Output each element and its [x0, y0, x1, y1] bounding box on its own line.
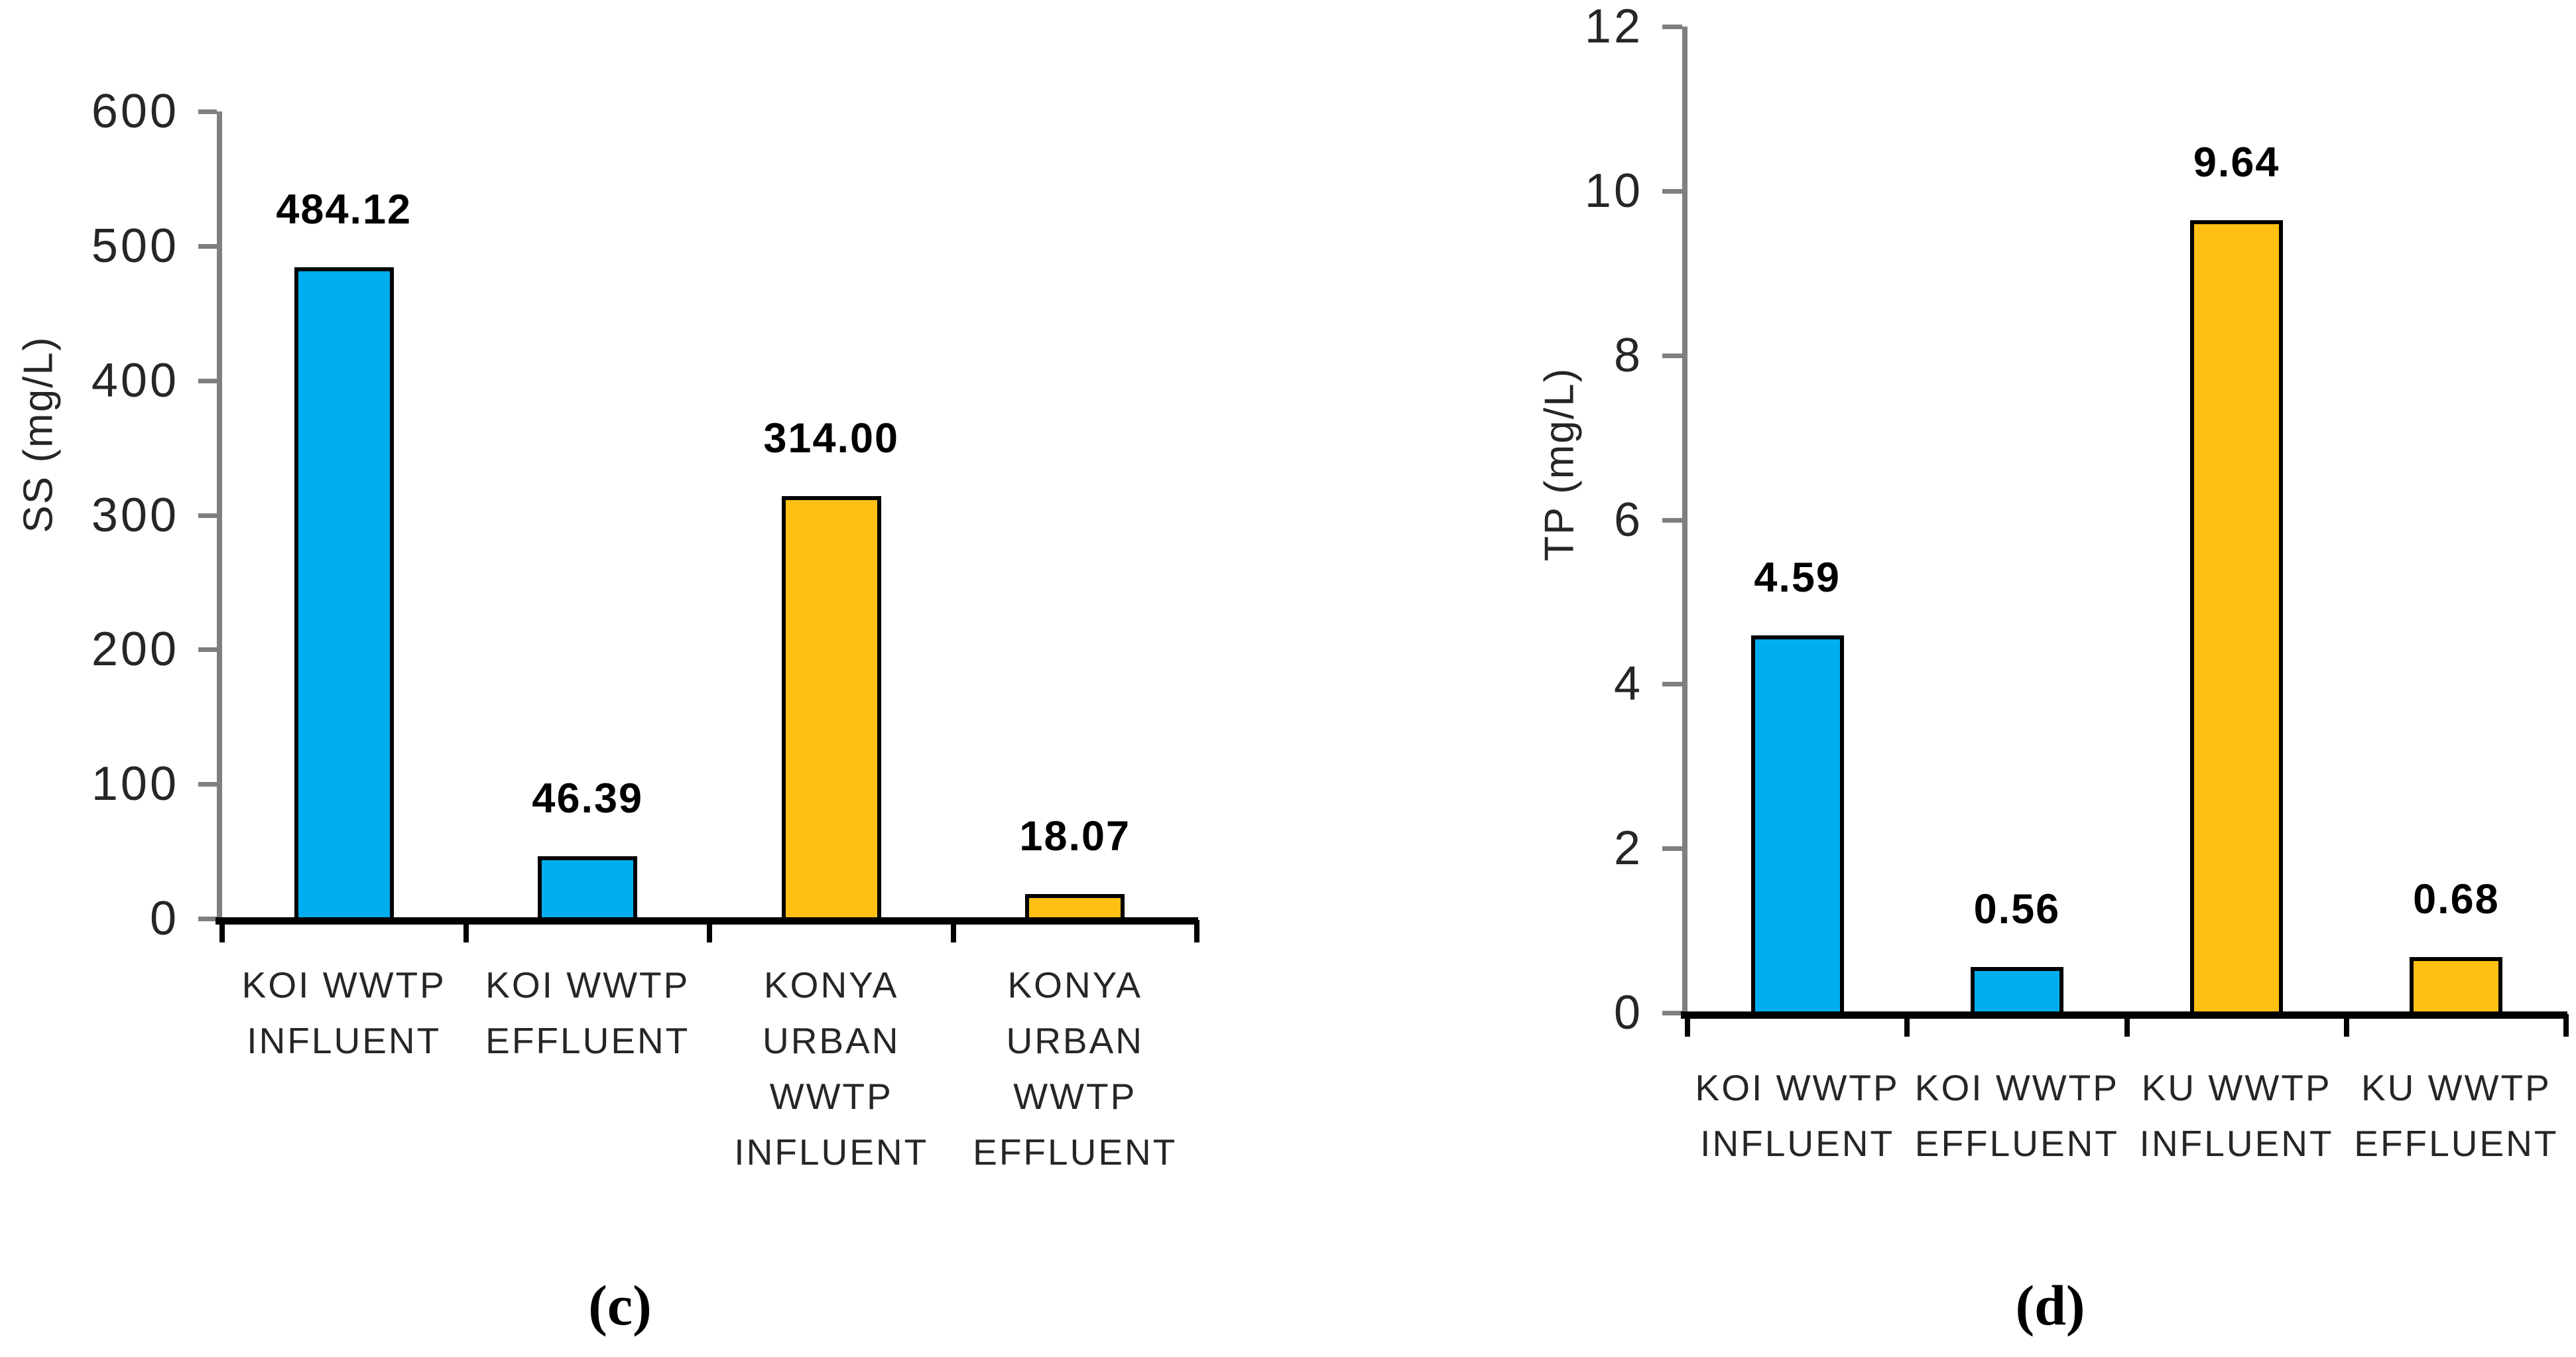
y-tick	[1662, 517, 1682, 523]
x-category-label-line: KOI WWTP	[485, 964, 690, 1005]
y-tick	[198, 109, 217, 114]
x-category-label-line: URBAN	[1006, 1020, 1144, 1061]
y-tick	[1662, 682, 1682, 687]
x-category-label-line: KU WWTP	[2361, 1067, 2551, 1108]
bar-value-label: 484.12	[276, 186, 412, 233]
x-category-label-line: EFFLUENT	[485, 1020, 690, 1061]
x-category-label: KOI WWTP INFLUENT	[1687, 1060, 1907, 1171]
y-tick-label: 400	[91, 354, 179, 407]
y-tick-label: 12	[1584, 0, 1643, 53]
x-tick	[1194, 920, 1199, 942]
x-tick	[2124, 1014, 2130, 1037]
x-category-label: KU WWTP INFLUENT	[2127, 1060, 2347, 1171]
y-tick	[198, 647, 217, 653]
y-axis-line	[217, 111, 222, 921]
panel-caption-c: (c)	[588, 1273, 652, 1337]
x-category-label-line: KU WWTP	[2141, 1067, 2332, 1108]
x-category-label-line: KOI WWTP	[1914, 1067, 2119, 1108]
bar-value-label: 18.07	[1019, 813, 1131, 860]
x-tick	[2343, 1014, 2349, 1037]
x-tick	[463, 920, 469, 942]
y-tick	[198, 513, 217, 518]
x-category-label: KOI WWTP INFLUENT	[222, 957, 466, 1068]
bar-ku-wwtp-influent	[2190, 220, 2284, 1017]
bar-koi-wwtp-influent	[1750, 635, 1844, 1017]
y-tick	[1662, 846, 1682, 852]
y-axis-line	[1682, 27, 1687, 1015]
x-category-label: KU WWTP EFFLUENT	[2347, 1060, 2566, 1171]
y-tick-label: 0	[149, 892, 179, 945]
x-category-label-line: INFLUENT	[1700, 1123, 1895, 1164]
y-tick-label: 8	[1613, 328, 1643, 382]
y-tick-label: 500	[91, 219, 179, 273]
x-category-label-line: INFLUENT	[2139, 1123, 2334, 1164]
x-category-label-line: WWTP	[769, 1076, 893, 1117]
bar-value-label: 0.56	[1973, 885, 2061, 933]
y-tick	[198, 243, 217, 249]
bar-konya-urban-wwtp-influent	[781, 496, 881, 923]
y-tick-label: 600	[91, 85, 179, 138]
bar-value-label: 9.64	[2193, 139, 2280, 186]
x-category-label-line: EFFLUENT	[2354, 1123, 2559, 1164]
x-tick	[1685, 1014, 1690, 1037]
y-tick	[198, 917, 217, 921]
x-category-label-line: KOI WWTP	[1695, 1067, 1900, 1108]
x-category-label-line: WWTP	[1013, 1076, 1137, 1117]
x-category-label-line: INFLUENT	[247, 1020, 442, 1061]
bar-koi-wwtp-effluent	[1970, 966, 2063, 1017]
x-tick	[219, 920, 225, 942]
y-tick	[1662, 353, 1682, 358]
x-tick	[2563, 1014, 2569, 1037]
bar-value-label: 314.00	[763, 415, 900, 462]
panel-caption-d: (d)	[2015, 1273, 2085, 1337]
x-category-label-line: URBAN	[762, 1020, 900, 1061]
y-tick-label: 300	[91, 488, 179, 542]
x-tick	[707, 920, 712, 942]
x-tick	[950, 920, 956, 942]
x-category-label-line: KONYA	[764, 964, 899, 1005]
bar-koi-wwtp-influent	[294, 267, 394, 923]
bar-value-label: 0.68	[2413, 875, 2500, 923]
y-tick-label: 0	[1613, 986, 1643, 1039]
bar-value-label: 4.59	[1754, 554, 1841, 602]
bar-value-label: 46.39	[532, 775, 644, 822]
y-tick	[198, 782, 217, 787]
y-tick	[1662, 25, 1682, 29]
x-tick	[1904, 1014, 1910, 1037]
x-category-label-line: INFLUENT	[734, 1131, 929, 1173]
x-category-label-line: EFFLUENT	[973, 1131, 1178, 1173]
y-tick	[1662, 188, 1682, 194]
y-tick-label: 6	[1613, 493, 1643, 547]
y-tick	[1662, 1011, 1682, 1015]
x-category-label-line: KONYA	[1007, 964, 1142, 1005]
y-tick-label: 100	[91, 757, 179, 811]
y-tick-label: 200	[91, 623, 179, 677]
x-category-label: KOI WWTP EFFLUENT	[1907, 1060, 2126, 1171]
y-tick-label: 10	[1584, 164, 1643, 218]
bar-ku-wwtp-effluent	[2410, 956, 2503, 1017]
y-tick	[198, 378, 217, 383]
y-tick-label: 2	[1613, 822, 1643, 875]
x-category-label: KONYA URBAN WWTP INFLUENT	[709, 957, 953, 1180]
x-category-label-line: EFFLUENT	[1914, 1123, 2119, 1164]
y-tick-label: 4	[1613, 657, 1643, 711]
x-category-label: KOI WWTP EFFLUENT	[466, 957, 710, 1068]
x-category-label: KONYA URBAN WWTP EFFLUENT	[953, 957, 1197, 1180]
bar-koi-wwtp-effluent	[538, 856, 638, 923]
x-category-label-line: KOI WWTP	[241, 964, 446, 1005]
